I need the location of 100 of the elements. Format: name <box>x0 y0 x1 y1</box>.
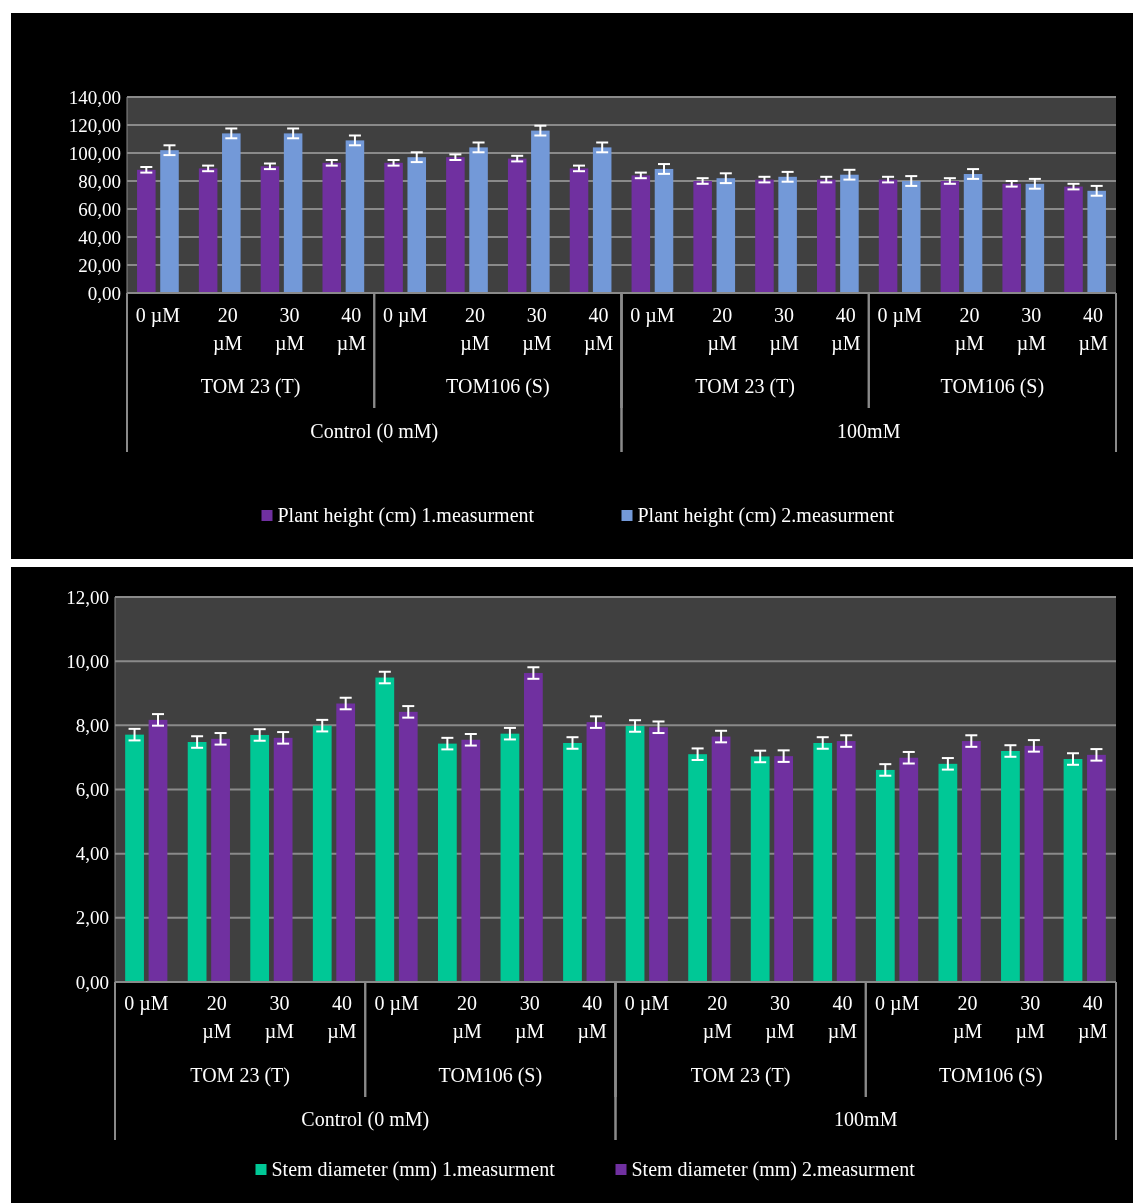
bar <box>961 741 981 982</box>
bar <box>649 727 668 982</box>
x-tick-label: 40 µM <box>831 304 861 355</box>
x-tick-label: 30 µM <box>274 304 305 355</box>
bar <box>569 168 589 293</box>
y-tick-label: 140,00 <box>68 86 121 108</box>
x-tick-label: 20 µM <box>213 304 243 355</box>
bar <box>899 757 919 982</box>
x-tick-label: 20 µM <box>707 304 738 355</box>
text: Control (0 mM) <box>301 1108 430 1131</box>
x-tick-label: 20 µM <box>702 992 733 1043</box>
bar <box>813 742 833 982</box>
bar <box>312 725 332 982</box>
bar <box>836 741 856 982</box>
bar <box>187 742 207 982</box>
x-tick-label: 0 µM <box>374 992 419 1015</box>
text: TOM 23 (T) <box>690 1064 791 1087</box>
bar <box>461 739 481 982</box>
x-tick-label: 0 µM <box>630 304 675 327</box>
x-tick-label: 20 µM <box>202 992 232 1043</box>
bar <box>774 756 794 982</box>
bar <box>1002 183 1021 293</box>
bar <box>336 703 356 982</box>
text: Control (0 mM) <box>310 420 439 443</box>
x-tick-label: 0 µM <box>383 304 428 327</box>
text: TOM 23 (T) <box>200 375 301 398</box>
bar <box>407 157 427 293</box>
y-tick-label: 12,00 <box>66 586 109 608</box>
y-tick-label: 20,00 <box>78 254 121 276</box>
y-tick-label: 100,00 <box>68 142 121 164</box>
x-tick-label: 30 µM <box>522 304 552 355</box>
bar <box>778 176 797 293</box>
x-tick-label: 0 µM <box>874 992 920 1015</box>
y-tick-label: 10,00 <box>66 650 109 672</box>
bar <box>750 756 770 982</box>
y-tick-label: 6,00 <box>75 779 109 801</box>
bar <box>816 179 836 293</box>
bar <box>345 140 365 293</box>
bar <box>198 168 218 293</box>
bar <box>507 158 527 293</box>
text: TOM106 (S) <box>438 1064 543 1087</box>
x-tick-label: 40 µM <box>327 992 357 1043</box>
text: 100mM <box>834 1108 898 1130</box>
bar <box>1025 183 1045 293</box>
bar <box>1001 751 1020 982</box>
x-tick-label: 30 µM <box>1015 992 1046 1043</box>
bar <box>283 133 303 293</box>
bar <box>469 147 488 293</box>
bar <box>211 738 230 982</box>
text: TOM 23 (T) <box>695 375 795 398</box>
x-tick-label: 20 µM <box>952 992 983 1043</box>
bar <box>160 150 179 293</box>
y-tick-label: 8,00 <box>75 714 109 736</box>
y-tick-label: 0,00 <box>75 971 109 993</box>
legend-label: Plant height (cm) 1.measurment <box>277 504 535 527</box>
text: TOM106 (S) <box>446 375 550 398</box>
bar <box>446 157 465 293</box>
x-tick-label: 40 µM <box>1078 304 1108 355</box>
bar <box>875 769 895 982</box>
legend-label: Stem diameter (mm) 1.measurment <box>271 1158 556 1181</box>
bar <box>531 130 550 293</box>
bar <box>654 168 674 293</box>
legend-label: Stem diameter (mm) 2.measurment <box>631 1158 916 1181</box>
y-tick-label: 120,00 <box>68 114 121 136</box>
bar <box>840 174 859 293</box>
bar <box>437 743 457 982</box>
x-tick-label: 40 µM <box>827 992 858 1043</box>
bar <box>716 178 736 293</box>
bar <box>222 133 241 293</box>
bar <box>693 181 712 293</box>
bar <box>524 673 543 982</box>
bar <box>688 754 707 982</box>
x-tick-label: 20 µM <box>460 304 490 355</box>
bar <box>1063 759 1083 982</box>
bar <box>148 719 168 982</box>
bar <box>250 734 270 982</box>
y-tick-label: 40,00 <box>78 226 121 248</box>
x-tick-label: 30 µM <box>765 992 795 1043</box>
x-tick-label: 30 µM <box>1016 304 1047 355</box>
x-tick-label: 40 µM <box>583 304 614 355</box>
x-tick-label: 0 µM <box>877 304 923 327</box>
bar <box>625 725 645 982</box>
y-tick-label: 60,00 <box>78 198 121 220</box>
y-tick-label: 2,00 <box>75 907 109 929</box>
text: TOM 23 (T) <box>190 1064 290 1087</box>
bar <box>878 179 898 293</box>
bar <box>500 733 520 982</box>
bar <box>322 162 342 293</box>
bar <box>1087 754 1106 982</box>
bar <box>940 181 960 293</box>
y-tick-label: 4,00 <box>75 843 109 865</box>
bar <box>137 169 156 293</box>
bar <box>938 763 958 982</box>
x-tick-label: 20 µM <box>452 992 482 1043</box>
bar <box>384 162 403 293</box>
bar <box>125 734 144 982</box>
bar <box>711 736 731 982</box>
bar <box>963 174 983 293</box>
y-tick-label: 0,00 <box>87 282 121 304</box>
x-tick-label: 40 µM <box>336 304 367 355</box>
